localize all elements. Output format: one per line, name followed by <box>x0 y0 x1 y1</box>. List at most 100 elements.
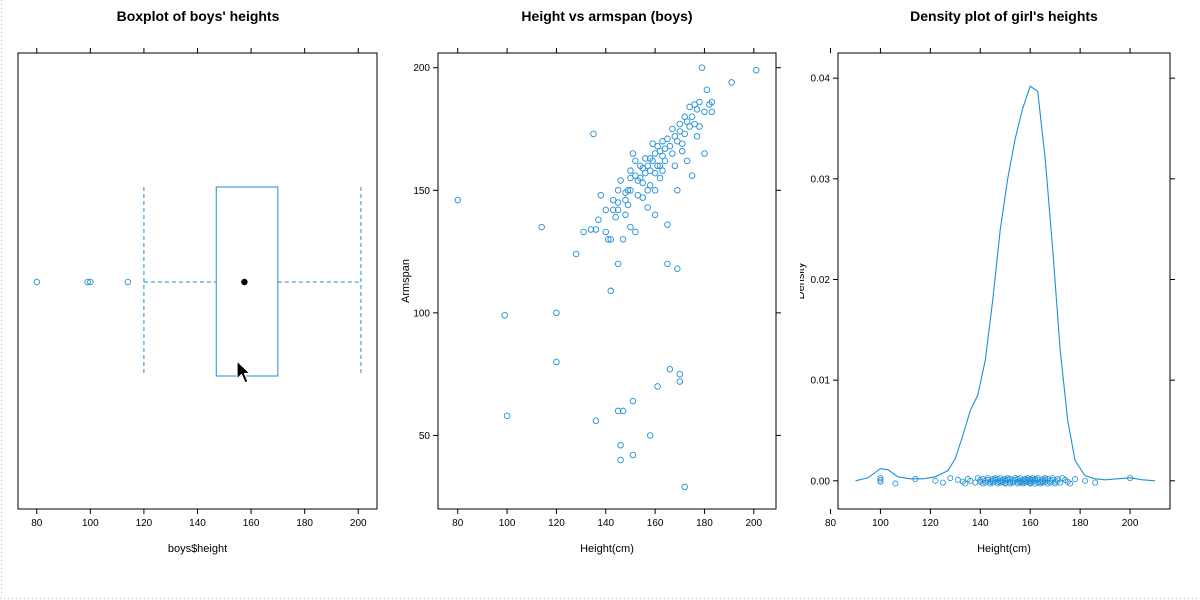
scatter-point <box>681 483 688 491</box>
y-tick-label: 200 <box>413 63 430 74</box>
x-tick-label: 80 <box>31 518 43 529</box>
boxplot-chart: 80 100 120 140 160 180 200 boys$height <box>17 48 378 555</box>
x-tick-label: 120 <box>548 518 565 529</box>
rug-point <box>962 480 969 487</box>
scatter-point <box>627 223 634 231</box>
plot-frame <box>437 52 777 510</box>
rug-point <box>892 480 899 487</box>
scatter-point <box>580 228 587 236</box>
scatter-point <box>501 312 508 319</box>
rug-point <box>932 477 939 484</box>
y-tick-label: 0.00 <box>811 476 831 487</box>
iqr-box <box>215 186 279 377</box>
scatter-chart: 80 100 120 140 160 180 200 50 100 150 200 Height(cm… <box>400 48 781 555</box>
scatter-point <box>629 397 637 405</box>
y-tick-label: 100 <box>413 308 430 319</box>
scatter-point <box>666 142 674 150</box>
y-tick-label: 50 <box>419 431 431 442</box>
x-axis-label: Height(cm) <box>977 543 1031 555</box>
scatter-point <box>609 196 617 204</box>
scatter-point <box>612 214 619 221</box>
scatter-point <box>686 123 693 130</box>
scatter-point <box>649 157 656 165</box>
y-tick-label: 0.01 <box>811 376 831 387</box>
scatter-point <box>649 140 656 147</box>
x-tick-label: 140 <box>189 518 206 529</box>
rug-point <box>912 476 919 483</box>
rug-point <box>877 475 884 482</box>
scatter-point <box>659 167 666 174</box>
rug-point <box>877 478 884 485</box>
scatter-point <box>538 223 545 231</box>
scatter-point <box>604 236 612 243</box>
scatter-point <box>614 260 622 268</box>
x-tick-label: 160 <box>1022 518 1039 529</box>
scatter-point <box>654 383 661 390</box>
scatter-point <box>686 103 693 111</box>
scatter-point <box>681 130 688 138</box>
scatter-point <box>664 135 671 143</box>
outlier-point <box>87 278 94 286</box>
scatter-point <box>693 133 701 140</box>
rug-point <box>947 475 954 482</box>
scatter-point <box>671 162 679 170</box>
x-axis-label: boys$height <box>168 543 227 555</box>
y-tick-label: 0.03 <box>811 174 831 185</box>
rug-point <box>877 476 884 483</box>
scatter-point <box>646 167 654 174</box>
x-tick-label: 80 <box>825 518 837 529</box>
scatter-point <box>617 456 624 464</box>
scatter-point <box>503 412 511 420</box>
scatter-point <box>698 64 706 71</box>
scatter-point <box>592 226 600 233</box>
scatter-point <box>669 125 676 133</box>
scatter-point <box>590 130 597 138</box>
x-tick-label: 100 <box>872 518 889 529</box>
boxplot-title: Boxplot of boys' heights <box>116 8 280 24</box>
x-tick-label: 140 <box>972 518 989 529</box>
mouse-cursor-icon <box>236 360 251 384</box>
x-tick-label: 80 <box>452 518 464 529</box>
scatter-point <box>617 177 624 184</box>
scatter-point <box>696 123 703 130</box>
x-axis-label: Height(cm) <box>580 543 634 555</box>
scatter-point <box>614 407 622 415</box>
scatter-point <box>607 236 614 243</box>
x-tick-label: 200 <box>1122 518 1139 529</box>
scatter-point <box>674 187 681 194</box>
scatter-point <box>693 106 701 113</box>
scatter-point <box>553 309 560 317</box>
scatter-point <box>597 191 605 199</box>
x-tick-label: 180 <box>296 518 313 529</box>
x-tick-label: 160 <box>647 518 664 529</box>
scatter-point <box>454 196 461 204</box>
x-tick-label: 200 <box>350 518 367 529</box>
scatter-point <box>602 206 610 214</box>
scatter-point <box>614 187 622 194</box>
x-tick-label: 100 <box>499 518 516 529</box>
scatter-point <box>632 157 639 165</box>
x-tick-label: 180 <box>1072 518 1089 529</box>
scatter-point <box>661 145 669 152</box>
scatter-point <box>678 147 686 155</box>
scatter-point <box>703 86 711 94</box>
scatter-point <box>614 199 622 206</box>
scatter-point <box>639 179 647 187</box>
scatter-point <box>641 169 649 177</box>
scatter-point <box>627 167 634 174</box>
scatter-point <box>634 191 642 199</box>
scatter-point <box>654 162 661 170</box>
scatter-point <box>708 108 716 116</box>
scatter-point <box>609 206 617 214</box>
scatter-point <box>624 187 632 194</box>
x-tick-label: 100 <box>82 518 99 529</box>
scatter-point <box>691 120 698 128</box>
rug-point <box>1082 477 1089 484</box>
x-tick-label: 120 <box>136 518 153 529</box>
rug-point <box>1067 480 1074 487</box>
x-tick-label: 200 <box>745 518 762 529</box>
scatter-point <box>696 98 703 106</box>
scatter-point <box>701 108 708 116</box>
scatter-point <box>644 204 651 211</box>
scatter-point <box>629 150 637 157</box>
